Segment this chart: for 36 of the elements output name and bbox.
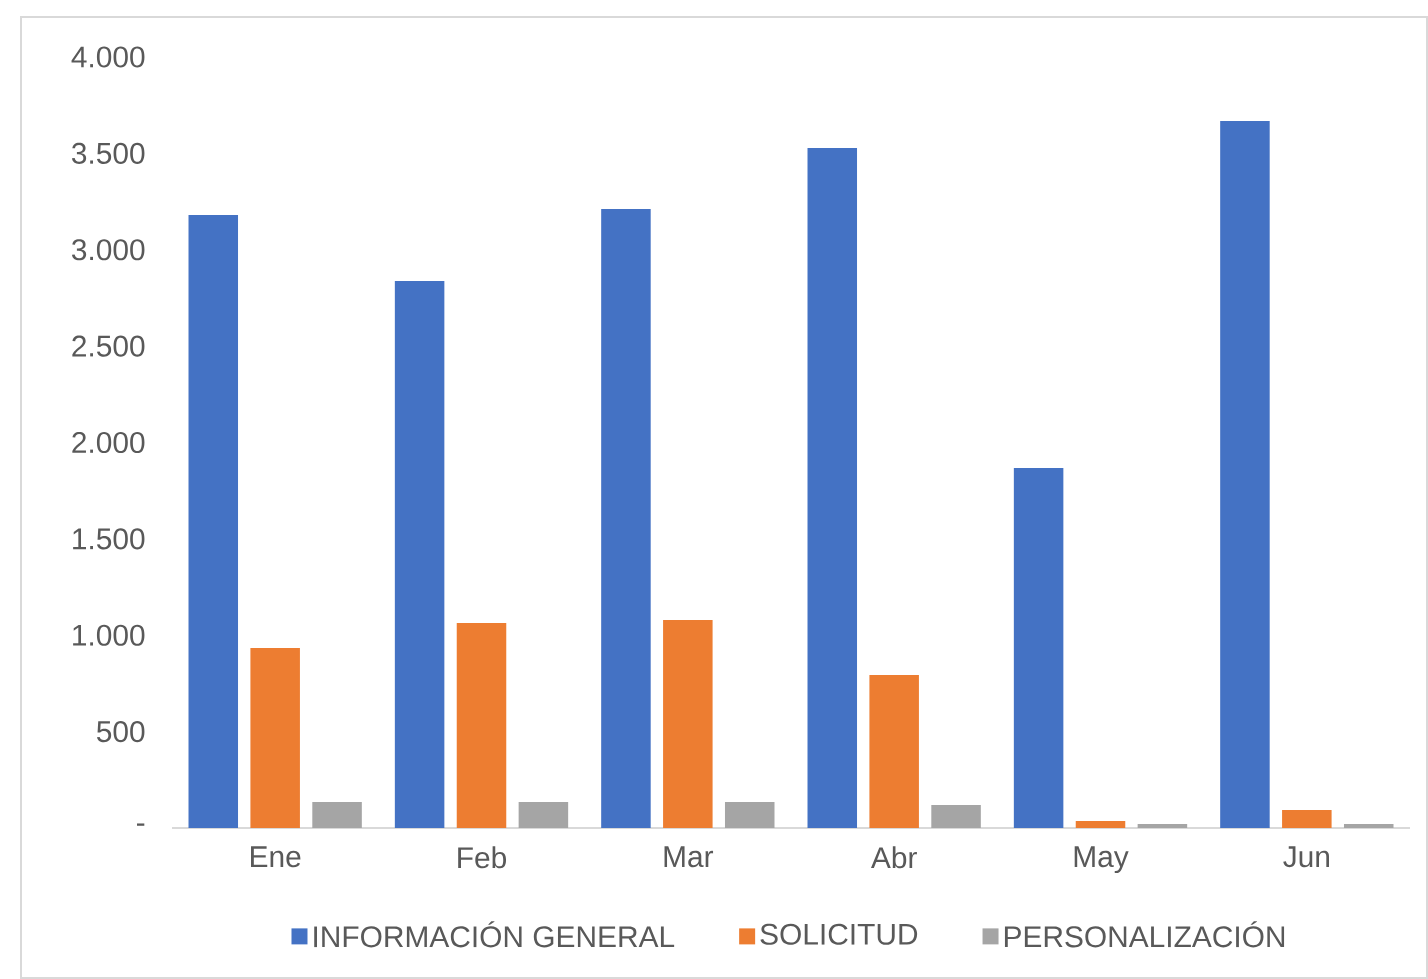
x-tick-label: Jun <box>1283 846 1329 868</box>
bar <box>188 215 239 828</box>
bar <box>1282 810 1332 828</box>
bar <box>601 209 651 828</box>
legend-label: INFORMACIÓN GENERAL <box>314 921 675 948</box>
x-tick-label: May <box>1074 846 1129 874</box>
x-tick-label: Feb <box>458 846 506 869</box>
y-tick-label: 2.000 <box>72 431 145 454</box>
bar <box>663 620 713 828</box>
y-tick-label: 3.500 <box>71 142 145 164</box>
y-tick-label: 1.500 <box>73 528 145 550</box>
y-tick-label: - <box>137 823 145 826</box>
bar <box>250 647 300 828</box>
bar <box>1013 467 1064 828</box>
bar <box>312 801 362 828</box>
bar <box>1137 823 1188 828</box>
legend-label: PERSONALIZACIÓN <box>1004 921 1285 948</box>
x-tick-label: Mar <box>664 846 714 868</box>
bar <box>807 147 858 828</box>
y-tick-label: 2.500 <box>72 335 145 357</box>
x-tick-label: Abr <box>870 846 917 869</box>
y-tick-label: 500 <box>96 721 145 743</box>
bar <box>518 801 569 828</box>
y-tick-label: 3.000 <box>71 239 145 261</box>
bar <box>1220 120 1270 828</box>
x-tick-label: Ene <box>251 846 301 868</box>
y-tick-label: 4.000 <box>71 46 145 68</box>
y-tick-label: 1.000 <box>73 624 145 646</box>
bar <box>1343 823 1394 828</box>
bar <box>724 801 775 828</box>
bar <box>456 622 507 828</box>
legend-label: SOLICITUD <box>760 923 918 945</box>
bar <box>931 805 981 828</box>
bar <box>1075 821 1126 828</box>
bar <box>394 280 445 828</box>
bar <box>869 674 919 828</box>
